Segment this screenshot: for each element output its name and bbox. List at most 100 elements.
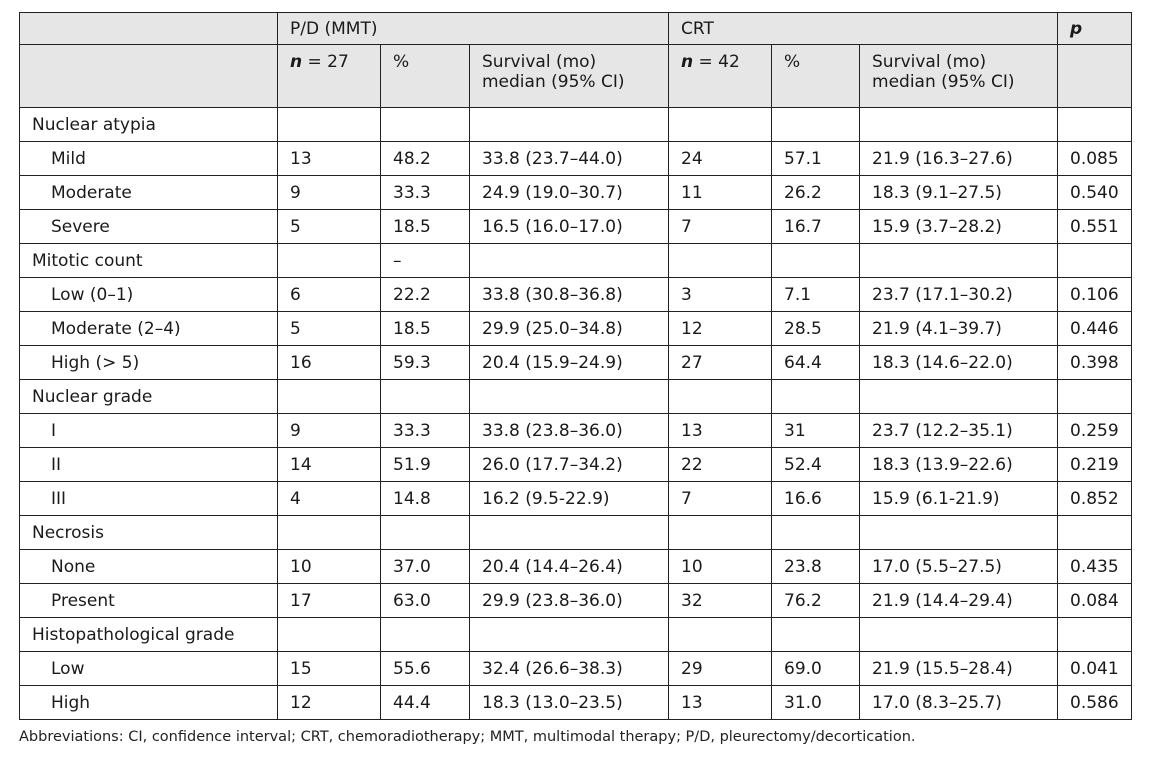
cell-crt-survival: 17.0 (8.3–25.7) [859, 685, 1059, 720]
cell-pd-survival: 33.8 (23.8–36.0) [468, 413, 670, 448]
cell-crt-pct: 7.1 [771, 277, 861, 312]
header-pd-survival-line1: Survival (mo) [482, 52, 597, 72]
cell-pd-survival: 20.4 (15.9–24.9) [468, 345, 670, 380]
header-pd-survival: Survival (mo) median (95% CI) [468, 44, 670, 108]
cell-pd-n: 5 [277, 311, 381, 346]
cell-pd-n: 6 [277, 277, 381, 312]
header-blank-3 [1057, 44, 1133, 108]
header-pd-n: n = 27 [277, 44, 381, 108]
cell-p-value: 0.219 [1057, 447, 1133, 482]
section-label: Mitotic count [19, 243, 278, 278]
table-row: Moderate (2–4) 5 18.5 29.9 (25.0–34.8) 12 28.… [19, 311, 1133, 346]
header-group-pd: P/D (MMT) [276, 12, 670, 45]
cell-crt-pct: 57.1 [771, 141, 861, 176]
section-row: Mitotic count – [19, 243, 1133, 278]
cell-crt-pct: 16.7 [771, 209, 861, 244]
row-label: High [19, 685, 278, 720]
cell-crt-n: 29 [668, 651, 773, 686]
cell-pd-survival: 18.3 (13.0–23.5) [468, 685, 670, 720]
row-label: Severe [19, 209, 278, 244]
cell-pd-n: 5 [277, 209, 381, 244]
cell-pd-pct: 51.9 [380, 447, 470, 482]
cell-pd-pct: 37.0 [380, 549, 470, 584]
table-row: Mild 13 48.2 33.8 (23.7–44.0) 24 57.1 21.9 (16… [19, 141, 1133, 176]
cell-crt-pct: 16.6 [771, 481, 861, 516]
cell-crt-n: 32 [668, 583, 773, 618]
table-container: P/D (MMT) CRT p n = 27 % Survival (mo) me… [19, 12, 1133, 720]
header-row-columns: n = 27 % Survival (mo) median (95% CI) n … [19, 44, 1133, 108]
cell-crt-survival: 23.7 (12.2–35.1) [859, 413, 1059, 448]
row-label: III [19, 481, 278, 516]
cell-p-value: 0.435 [1057, 549, 1133, 584]
header-blank [19, 12, 278, 45]
table-row: Severe 5 18.5 16.5 (16.0–17.0) 7 16.7 15.9 (3.… [19, 209, 1133, 244]
table-row: I 9 33.3 33.8 (23.8–36.0) 13 31 23.7 (12.2–35.… [19, 413, 1133, 448]
header-crt-survival: Survival (mo) median (95% CI) [859, 44, 1059, 108]
table-row: II 14 51.9 26.0 (17.7–34.2) 22 52.4 18.3 (13.9… [19, 447, 1133, 482]
cell-pd-pct: 59.3 [380, 345, 470, 380]
cell-crt-survival: 18.3 (14.6–22.0) [859, 345, 1059, 380]
row-label: II [19, 447, 278, 482]
cell-crt-n: 27 [668, 345, 773, 380]
cell-pd-pct: 22.2 [380, 277, 470, 312]
cell-pd-pct: 55.6 [380, 651, 470, 686]
cell-p-value: 0.586 [1057, 685, 1133, 720]
section-row: Necrosis [19, 515, 1133, 550]
cell-pd-pct: 33.3 [380, 413, 470, 448]
cell-pd-n: 15 [277, 651, 381, 686]
cell-crt-n: 7 [668, 481, 773, 516]
cell-crt-n: 11 [668, 175, 773, 210]
survival-table: P/D (MMT) CRT p n = 27 % Survival (mo) me… [19, 12, 1133, 720]
cell-crt-n: 3 [668, 277, 773, 312]
header-crt-survival-line1: Survival (mo) [872, 52, 987, 72]
cell-crt-n: 12 [668, 311, 773, 346]
header-crt-n: n = 42 [668, 44, 773, 108]
cell-p-value: 0.041 [1057, 651, 1133, 686]
cell-crt-survival: 15.9 (6.1-21.9) [859, 481, 1059, 516]
section-row: Nuclear atypia [19, 107, 1133, 142]
table-row: High 12 44.4 18.3 (13.0–23.5) 13 31.0 17.0 (8.… [19, 685, 1133, 720]
row-label: I [19, 413, 278, 448]
cell-crt-pct: 23.8 [771, 549, 861, 584]
cell-crt-survival: 21.9 (14.4–29.4) [859, 583, 1059, 618]
section-label: Nuclear atypia [19, 107, 278, 142]
cell-crt-n: 22 [668, 447, 773, 482]
cell-crt-pct: 26.2 [771, 175, 861, 210]
cell-p-value: 0.084 [1057, 583, 1133, 618]
cell-pd-survival: 16.5 (16.0–17.0) [468, 209, 670, 244]
cell-crt-survival: 18.3 (13.9–22.6) [859, 447, 1059, 482]
cell-pd-n: 9 [277, 175, 381, 210]
header-crt-survival-line2: median (95% CI) [872, 72, 1015, 92]
cell-pd-n: 9 [277, 413, 381, 448]
cell-p-value: 0.398 [1057, 345, 1133, 380]
section-label: Nuclear grade [19, 379, 278, 414]
table-row: Present 17 63.0 29.9 (23.8–36.0) 32 76.2 21.9 … [19, 583, 1133, 618]
table-row: Low (0–1) 6 22.2 33.8 (30.8–36.8) 3 7.1 23.7 (… [19, 277, 1133, 312]
cell-p-value: 0.085 [1057, 141, 1133, 176]
cell-pd-survival: 29.9 (23.8–36.0) [468, 583, 670, 618]
cell-pd-pct: 18.5 [380, 311, 470, 346]
cell-pd-pct: 14.8 [380, 481, 470, 516]
section-row: Histopathological grade [19, 617, 1133, 652]
footnote: Abbreviations: CI, confidence interval; … [19, 729, 916, 745]
cell-crt-n: 13 [668, 413, 773, 448]
cell-pd-survival: 26.0 (17.7–34.2) [468, 447, 670, 482]
cell-crt-survival: 18.3 (9.1–27.5) [859, 175, 1059, 210]
section-row: Nuclear grade [19, 379, 1133, 414]
cell-pd-survival: 29.9 (25.0–34.8) [468, 311, 670, 346]
table-row: None 10 37.0 20.4 (14.4–26.4) 10 23.8 17.0 (5.… [19, 549, 1133, 584]
cell-pd-n: 14 [277, 447, 381, 482]
cell-pd-survival: 33.8 (30.8–36.8) [468, 277, 670, 312]
cell-crt-n: 10 [668, 549, 773, 584]
cell-p-value: 0.540 [1057, 175, 1133, 210]
header-pd-survival-line2: median (95% CI) [482, 72, 625, 92]
cell-pd-survival: 16.2 (9.5-22.9) [468, 481, 670, 516]
row-label: None [19, 549, 278, 584]
row-label: Low [19, 651, 278, 686]
cell-crt-pct: 69.0 [771, 651, 861, 686]
cell-pd-survival: 24.9 (19.0–30.7) [468, 175, 670, 210]
cell-crt-survival: 21.9 (16.3–27.6) [859, 141, 1059, 176]
cell-pd-n: 10 [277, 549, 381, 584]
header-pd-pct: % [380, 44, 470, 108]
cell-crt-pct: 64.4 [771, 345, 861, 380]
